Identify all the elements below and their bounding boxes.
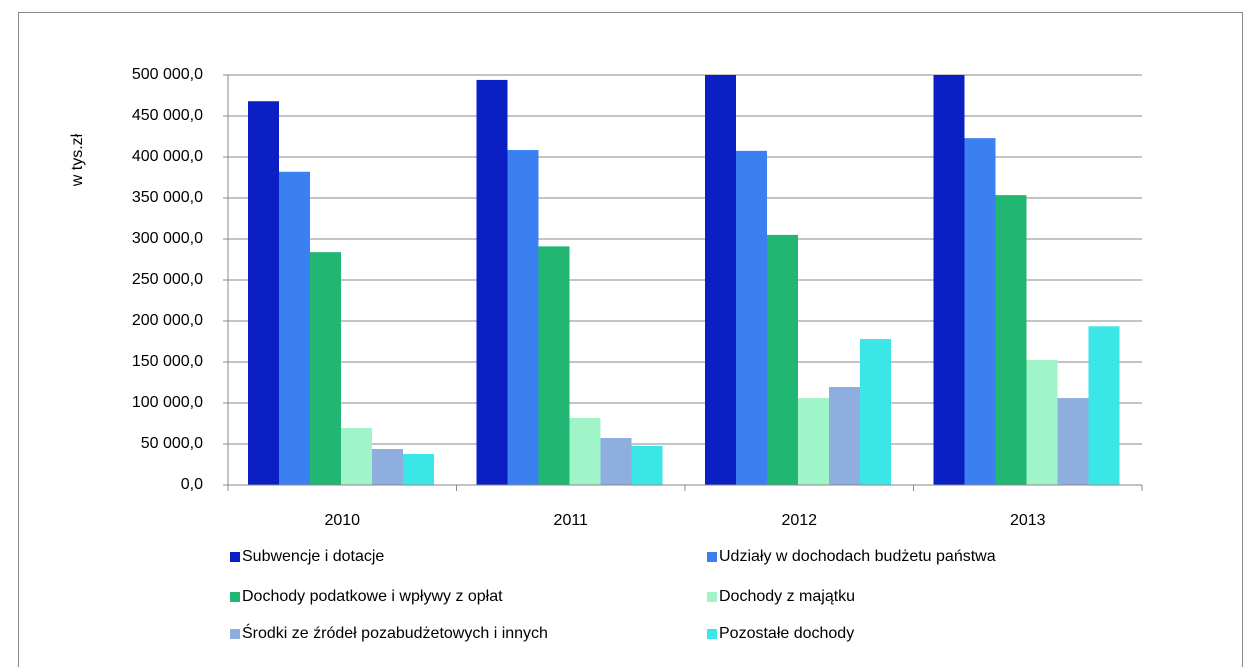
bar (403, 454, 434, 485)
y-tick-label: 50 000,0 (141, 435, 203, 452)
bar (538, 246, 570, 485)
bar (1057, 398, 1089, 485)
legend-swatch (230, 592, 240, 602)
bar (631, 445, 663, 485)
y-tick-label: 400 000,0 (132, 148, 203, 165)
y-tick-label: 500 000,0 (132, 66, 203, 83)
legend-swatch (707, 592, 717, 602)
y-tick-label: 250 000,0 (132, 271, 203, 288)
legend-label: Dochody podatkowe i wpływy z opłat (242, 588, 503, 605)
legend-swatch (230, 552, 240, 562)
bar (1026, 359, 1058, 485)
bar (995, 195, 1027, 485)
bar (829, 387, 860, 485)
bar (767, 234, 798, 485)
legend-swatch (230, 629, 240, 639)
legend-label: Dochody z majątku (719, 588, 855, 605)
bar (279, 171, 310, 485)
bar (248, 101, 279, 486)
x-tick-label: 2012 (781, 512, 817, 529)
bar (476, 79, 508, 486)
legend-label: Subwencje i dotacje (242, 548, 384, 565)
bar (705, 75, 736, 485)
y-tick-label: 350 000,0 (132, 189, 203, 206)
bar (372, 449, 403, 485)
bar (600, 438, 632, 485)
bar (341, 428, 372, 485)
legend-label: Udziały w dochodach budżetu państwa (719, 548, 996, 565)
bar (933, 75, 965, 485)
y-tick-label: 100 000,0 (132, 394, 203, 411)
bar (798, 398, 829, 485)
bar (1088, 326, 1120, 485)
y-tick-label: 450 000,0 (132, 107, 203, 124)
bar (310, 252, 341, 485)
bar (569, 418, 601, 485)
x-tick-label: 2011 (554, 512, 589, 529)
bar (964, 138, 996, 485)
y-tick-label: 150 000,0 (132, 353, 203, 370)
legend-swatch (707, 629, 717, 639)
y-tick-label: 300 000,0 (132, 230, 203, 247)
x-tick-label: 2013 (1010, 512, 1046, 529)
legend-label: Pozostałe dochody (719, 625, 854, 642)
y-axis-title: w tys.zł (69, 133, 86, 187)
bar (736, 150, 767, 485)
bar (860, 339, 891, 485)
bar (507, 150, 539, 485)
legend-label: Środki ze źródeł pozabudżetowych i innyc… (242, 623, 548, 642)
chart-frame (18, 12, 1243, 672)
legend-swatch (707, 552, 717, 562)
x-tick-label: 2010 (324, 512, 360, 529)
y-tick-label: 200 000,0 (132, 312, 203, 329)
y-tick-label: 0,0 (181, 476, 203, 493)
